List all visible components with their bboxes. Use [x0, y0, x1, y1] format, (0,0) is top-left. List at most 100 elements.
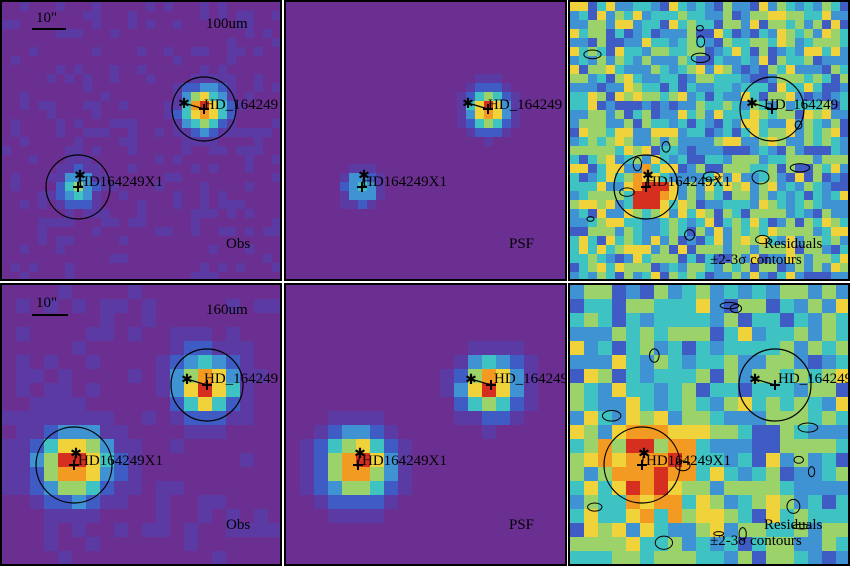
pixel: [164, 110, 173, 119]
pixel: [182, 101, 191, 110]
pixel: [640, 341, 654, 355]
pixel: [538, 65, 547, 74]
pixel: [510, 495, 524, 509]
pixel: [367, 56, 376, 65]
pixel: [808, 369, 822, 383]
pixel: [766, 355, 780, 369]
pixel: [547, 56, 556, 65]
pixel: [212, 369, 226, 383]
pixel: [547, 245, 556, 254]
pixel: [624, 11, 633, 20]
pixel: [448, 173, 457, 182]
pixel: [358, 245, 367, 254]
pixel: [286, 481, 300, 495]
pixel: [552, 439, 565, 453]
pixel: [198, 467, 212, 481]
pixel: [633, 119, 642, 128]
pixel: [454, 453, 468, 467]
pixel: [524, 509, 538, 523]
pixel: [426, 509, 440, 523]
pixel: [412, 146, 421, 155]
pixel: [668, 327, 682, 341]
pixel: [822, 74, 831, 83]
pixel: [808, 537, 822, 551]
pixel: [660, 101, 669, 110]
pixel: [687, 209, 696, 218]
pixel: [808, 397, 822, 411]
pixel: [840, 74, 848, 83]
pixel: [813, 236, 822, 245]
pixel: [615, 227, 624, 236]
pixel: [714, 47, 723, 56]
pixel: [2, 369, 16, 383]
pixel: [254, 495, 268, 509]
pixel: [56, 29, 65, 38]
pixel: [394, 254, 403, 263]
pixel: [83, 11, 92, 20]
pixel: [795, 101, 804, 110]
pixel: [119, 173, 128, 182]
pixel: [268, 369, 280, 383]
pixel: [687, 263, 696, 272]
pixel: [475, 155, 484, 164]
pixel: [836, 467, 848, 481]
pixel: [200, 164, 209, 173]
pixel: [245, 200, 254, 209]
pixel: [723, 47, 732, 56]
pixel: [218, 128, 227, 137]
pixel: [322, 146, 331, 155]
pixel: [349, 29, 358, 38]
pixel: [597, 110, 606, 119]
pixel: [633, 155, 642, 164]
pixel: [732, 209, 741, 218]
pixel: [367, 272, 376, 279]
pixel: [367, 209, 376, 218]
pixel: [191, 2, 200, 11]
pixel: [146, 20, 155, 29]
pixel: [759, 182, 768, 191]
pixel: [367, 191, 376, 200]
pixel: [660, 38, 669, 47]
pixel: [101, 83, 110, 92]
pixel: [268, 397, 280, 411]
pixel: [626, 481, 640, 495]
pixel: [349, 173, 358, 182]
pixel: [668, 313, 682, 327]
pixel: [759, 29, 768, 38]
pixel: [170, 383, 184, 397]
pixel: [588, 128, 597, 137]
pixel: [403, 92, 412, 101]
pixel: [110, 227, 119, 236]
pixel: [570, 65, 579, 74]
pixel: [146, 200, 155, 209]
panel-label: PSF: [509, 236, 535, 252]
pixel: [20, 11, 29, 20]
pixel: [245, 263, 254, 272]
pixel: [660, 128, 669, 137]
pixel: [640, 523, 654, 537]
pixel: [29, 200, 38, 209]
pixel: [786, 200, 795, 209]
pixel: [245, 74, 254, 83]
pixel: [2, 2, 11, 11]
pixel: [570, 313, 584, 327]
pixel: [520, 146, 529, 155]
pixel: [538, 218, 547, 227]
pixel: [822, 272, 831, 279]
pixel: [72, 523, 86, 537]
pixel: [236, 191, 245, 200]
pixel: [439, 83, 448, 92]
pixel: [72, 411, 86, 425]
pixel: [741, 137, 750, 146]
pixel: [412, 523, 426, 537]
pixel: [2, 74, 11, 83]
pixel: [502, 65, 511, 74]
pixel: [556, 227, 565, 236]
pixel: [92, 164, 101, 173]
pixel: [110, 272, 119, 279]
pixel: [56, 101, 65, 110]
pixel: [65, 263, 74, 272]
pixel: [170, 495, 184, 509]
pixel: [511, 29, 520, 38]
pixel: [426, 369, 440, 383]
